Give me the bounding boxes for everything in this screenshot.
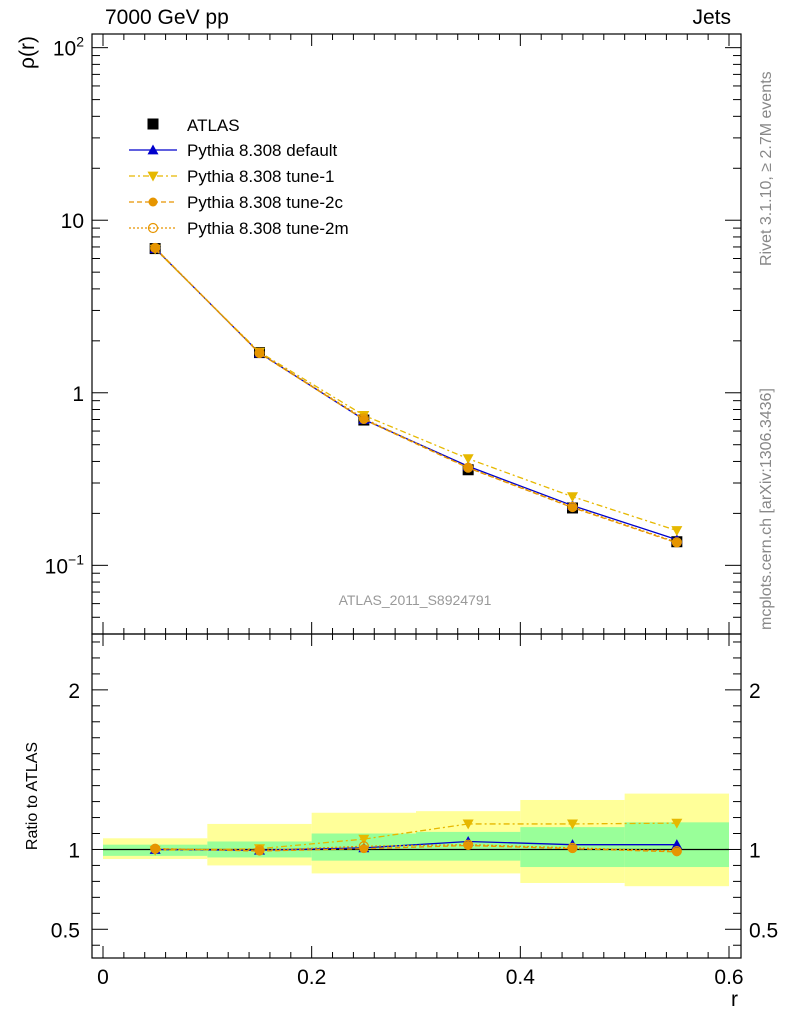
legend-marker-atlas bbox=[147, 118, 159, 130]
ratio-line-3 bbox=[155, 844, 677, 852]
ratio-y-tick-label: 0.5 bbox=[51, 919, 80, 942]
y-axis-title: ρ(r) bbox=[16, 36, 39, 69]
ratio-point-1 bbox=[462, 819, 474, 830]
series-point-3 bbox=[254, 347, 265, 359]
ratio-point-3 bbox=[254, 845, 265, 856]
x-tick-label: 0.4 bbox=[506, 966, 536, 989]
y-tick-label: 1 bbox=[72, 383, 84, 406]
ratio-point-1 bbox=[358, 834, 370, 845]
x-axis-title: r bbox=[731, 988, 738, 1011]
series-point-3 bbox=[671, 537, 682, 548]
legend-marker-3 bbox=[147, 222, 159, 234]
ratio-point-2 bbox=[255, 846, 264, 856]
ratio-point-2 bbox=[463, 840, 473, 850]
y-tick-label: 10 bbox=[61, 210, 84, 233]
series-point-1 bbox=[567, 492, 578, 503]
series-point-3 bbox=[567, 501, 578, 513]
ratio-point-3 bbox=[567, 842, 578, 853]
ratio-line-0 bbox=[155, 840, 677, 851]
ratio-point-3 bbox=[671, 845, 682, 857]
analysis-id-label: ATLAS_2011_S8924791 bbox=[339, 592, 492, 608]
series-point-2 bbox=[672, 538, 682, 548]
x-tick-label: 0.6 bbox=[714, 966, 743, 989]
ratio-y-tick-label: 1 bbox=[68, 839, 80, 862]
legend-marker-0 bbox=[147, 144, 159, 155]
legend-label-1: Pythia 8.308 tune-1 bbox=[187, 167, 334, 186]
series-point-2 bbox=[568, 503, 577, 513]
ratio-y-tick-label-right: 1 bbox=[749, 839, 761, 862]
ratio-line-1 bbox=[155, 822, 677, 851]
series-point-2 bbox=[463, 463, 473, 473]
legend-marker-1 bbox=[147, 171, 159, 182]
y-tick-label: 10−1 bbox=[45, 551, 85, 578]
ratio-y-tick-label-right: 0.5 bbox=[749, 919, 778, 942]
ratio-point-1 bbox=[567, 819, 578, 830]
ratio-point-2 bbox=[672, 847, 682, 857]
series-point-1 bbox=[671, 526, 683, 537]
process-label: 7000 GeV pp bbox=[105, 6, 229, 29]
series-line-0 bbox=[154, 248, 678, 541]
ratio-line-2 bbox=[155, 844, 677, 853]
legend-label-3: Pythia 8.308 tune-2m bbox=[187, 219, 349, 238]
series-line-1 bbox=[154, 248, 678, 532]
ratio-point-0 bbox=[671, 839, 683, 850]
legend-label-0: Pythia 8.308 default bbox=[187, 141, 338, 160]
x-tick-label: 0.2 bbox=[297, 966, 326, 989]
series-point-3 bbox=[358, 413, 369, 424]
ratio-point-3 bbox=[150, 843, 161, 854]
legend-label-2: Pythia 8.308 tune-2c bbox=[187, 193, 343, 212]
ratio-point-2 bbox=[359, 844, 369, 854]
ratio-point-3 bbox=[358, 841, 369, 852]
x-tick-label: 0 bbox=[97, 966, 109, 989]
series-line-2 bbox=[154, 247, 678, 544]
ratio-y-tick-label: 2 bbox=[68, 680, 80, 703]
legend-label-atlas: ATLAS bbox=[187, 116, 240, 135]
ratio-point-2 bbox=[568, 844, 577, 854]
series-line-3 bbox=[154, 247, 678, 543]
series-point-3 bbox=[150, 242, 161, 254]
series-point-1 bbox=[462, 454, 474, 465]
ratio-point-3 bbox=[463, 839, 474, 850]
ratio-y-tick-label-right: 2 bbox=[749, 680, 761, 703]
ratio-point-1 bbox=[671, 818, 683, 829]
ratio-y-axis-title: Ratio to ATLAS bbox=[24, 742, 41, 850]
series-point-3 bbox=[463, 462, 474, 473]
legend-marker-2 bbox=[148, 197, 158, 207]
observable-label: Jets bbox=[692, 6, 731, 29]
y-tick-label: 102 bbox=[53, 34, 84, 61]
